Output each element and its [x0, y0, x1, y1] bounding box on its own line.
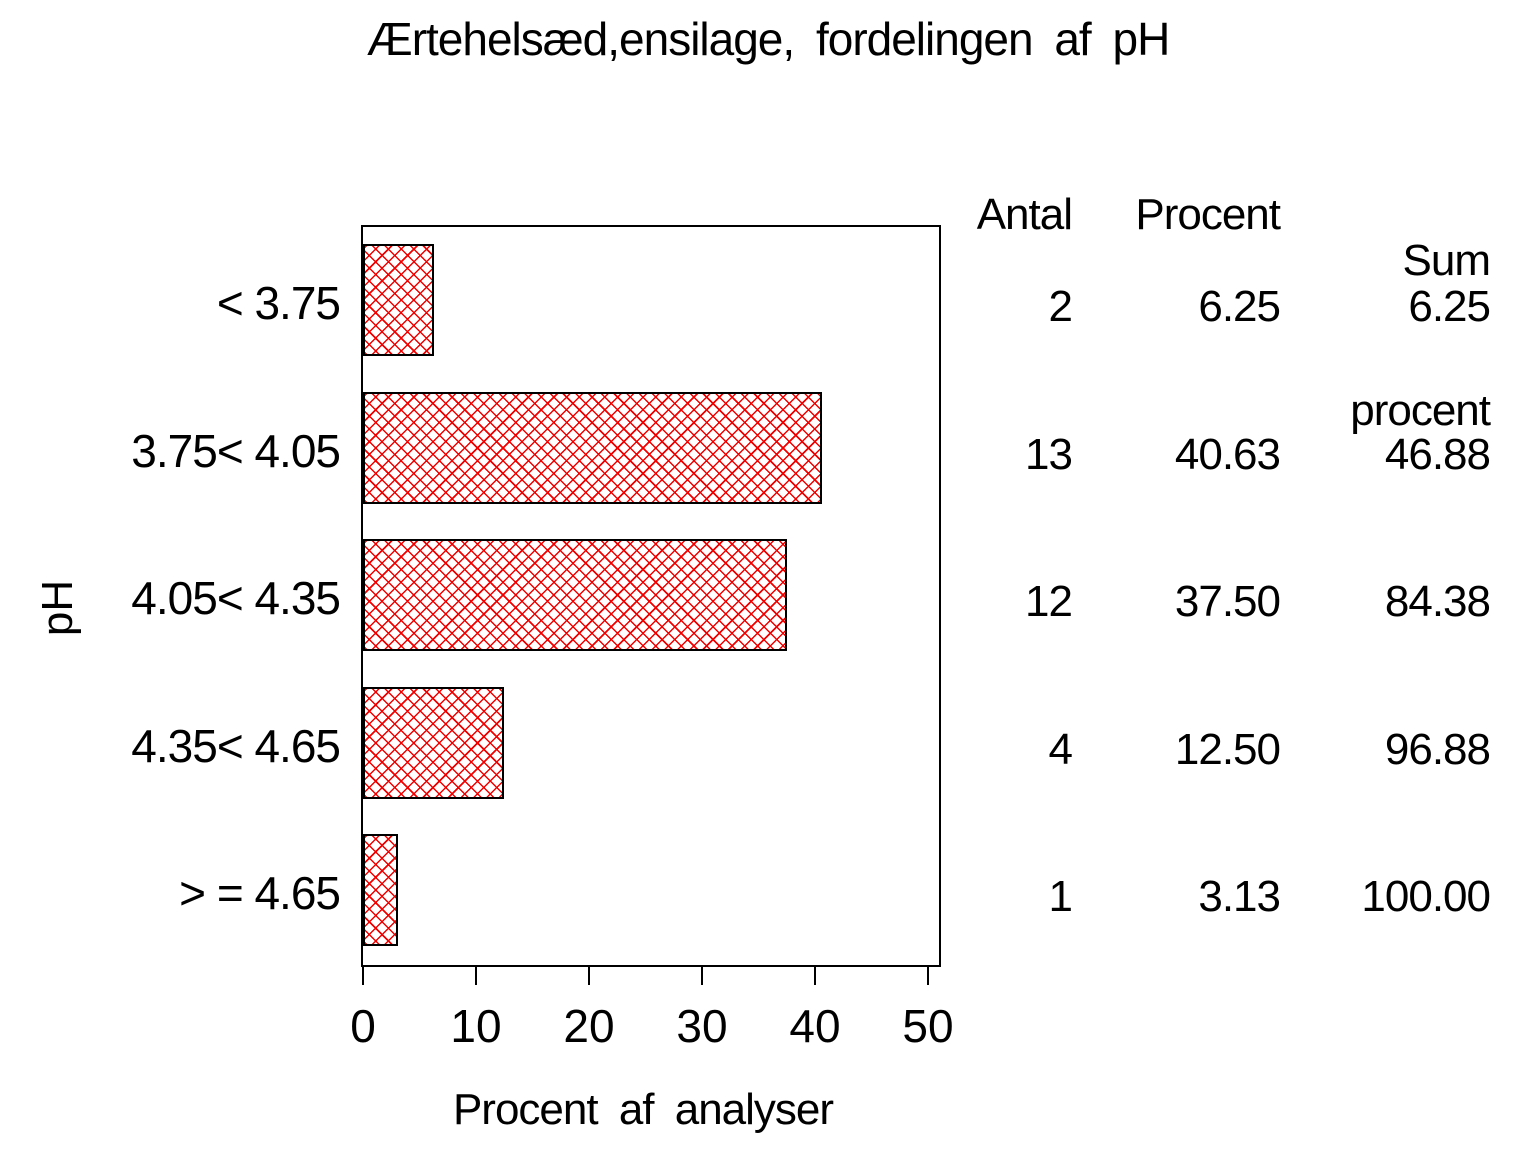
cell-antal: 1: [1048, 872, 1073, 921]
col-header-sum-line2: procent: [1350, 386, 1491, 435]
tick-mark: [701, 967, 703, 985]
cell-procent: 40.63: [1174, 430, 1281, 479]
tick-mark: [927, 967, 929, 985]
cell-sum: 6.25: [1408, 282, 1491, 331]
col-header-sum-line1: Sum: [1402, 236, 1491, 285]
category-label: 4.05< 4.35: [131, 572, 341, 624]
chart-title: Ærtehelsæd,ensilage, fordelingen af pH: [366, 13, 1171, 65]
col-header-sum-procent: Sum procent: [1190, 136, 1491, 536]
tick-label: 50: [902, 1000, 954, 1052]
tick-mark: [362, 967, 364, 985]
cell-antal: 12: [1025, 577, 1073, 626]
category-label: 3.75< 4.05: [131, 425, 341, 477]
tick-label: 40: [789, 1000, 841, 1052]
bar-2: [363, 391, 822, 504]
tick-label: 30: [676, 1000, 728, 1052]
cell-antal: 2: [1048, 282, 1073, 331]
tick-mark: [814, 967, 816, 985]
plot-area: [361, 225, 941, 967]
cell-procent: 6.25: [1198, 282, 1281, 331]
cell-antal: 4: [1048, 725, 1073, 774]
cell-sum: 96.88: [1384, 725, 1491, 774]
tick-label: 20: [563, 1000, 615, 1052]
tick-label: 0: [350, 1000, 376, 1052]
cell-procent: 12.50: [1174, 725, 1281, 774]
cell-sum: 46.88: [1384, 430, 1491, 479]
category-label: 4.35< 4.65: [131, 720, 341, 772]
cell-procent: 37.50: [1174, 577, 1281, 626]
cell-antal: 13: [1025, 430, 1073, 479]
bar-4: [363, 686, 504, 799]
col-header-procent: Procent: [1135, 190, 1281, 239]
cell-sum: 100.00: [1361, 872, 1491, 921]
x-axis-label: Procent af analyser: [452, 1085, 834, 1134]
bar-1: [363, 244, 434, 356]
tick-mark: [475, 967, 477, 985]
cell-procent: 3.13: [1198, 872, 1281, 921]
category-label: > = 4.65: [179, 867, 341, 919]
bar-3: [363, 539, 787, 652]
col-header-antal: Antal: [976, 190, 1073, 239]
tick-mark: [588, 967, 590, 985]
bar-5: [363, 834, 398, 947]
tick-label: 10: [450, 1000, 502, 1052]
category-label: < 3.75: [216, 277, 341, 329]
cell-sum: 84.38: [1384, 577, 1491, 626]
